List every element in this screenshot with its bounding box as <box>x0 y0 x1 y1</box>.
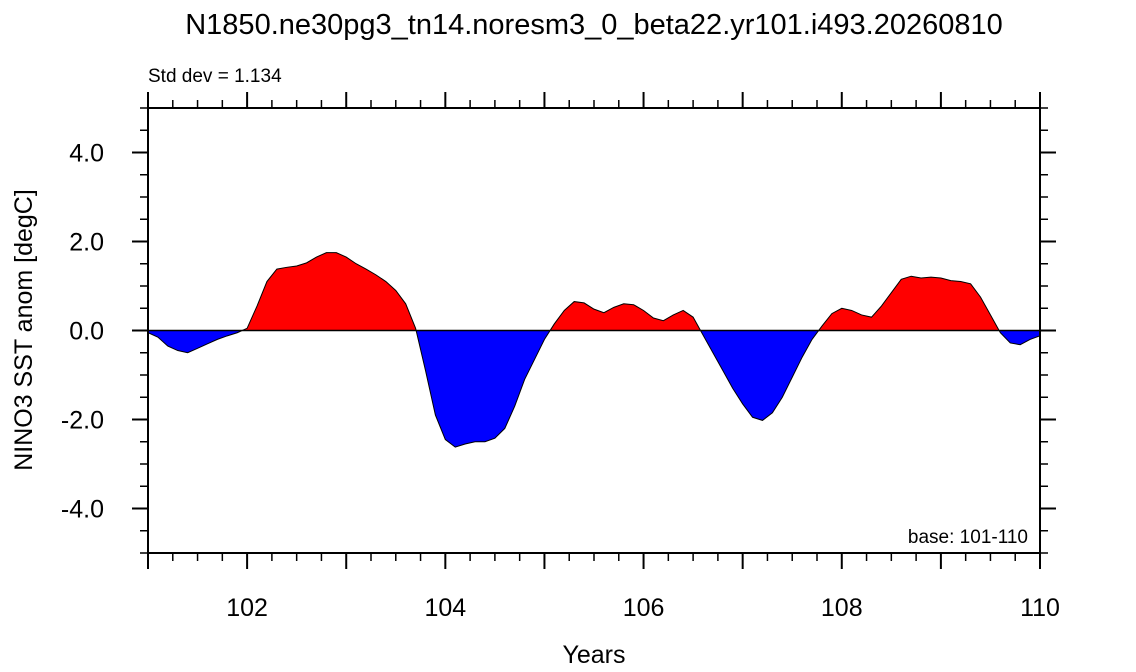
negative-anomaly-area <box>700 330 819 421</box>
plot-line <box>147 252 1041 448</box>
y-tick-label: 2.0 <box>69 229 104 257</box>
chart-title: N1850.ne30pg3_tn14.noresm3_0_beta22.yr10… <box>185 9 1003 41</box>
axis-ticks: 102 104 106 108 110 4.0 2.0 0.0 -2.0 -4.0 <box>61 92 1060 622</box>
x-tick-label: 110 <box>1020 594 1060 622</box>
y-tick-label: 4.0 <box>69 140 104 168</box>
x-axis-label: Years <box>562 641 625 669</box>
positive-anomaly-area <box>242 252 417 331</box>
x-tick-label: 106 <box>623 594 665 622</box>
series-line <box>147 252 1041 448</box>
y-tick-label: -4.0 <box>61 496 104 524</box>
negative-anomaly-area <box>148 330 243 353</box>
x-tick-label: 108 <box>821 594 863 622</box>
y-axis-label: NINO3 SST anom [degC] <box>10 189 38 471</box>
negative-anomaly-area <box>999 330 1040 345</box>
base-annotation: base: 101-110 <box>908 527 1028 548</box>
std-dev-label: Std dev = 1.134 <box>148 66 282 87</box>
positive-anomaly-area <box>818 276 1000 331</box>
x-tick-label: 102 <box>226 594 268 622</box>
negative-anomaly-area <box>416 330 551 448</box>
positive-anomaly-area <box>550 301 701 331</box>
x-tick-label: 104 <box>424 594 466 622</box>
plot-fills <box>148 252 1040 448</box>
y-tick-label: 0.0 <box>69 318 104 346</box>
y-tick-label: -2.0 <box>61 407 104 435</box>
